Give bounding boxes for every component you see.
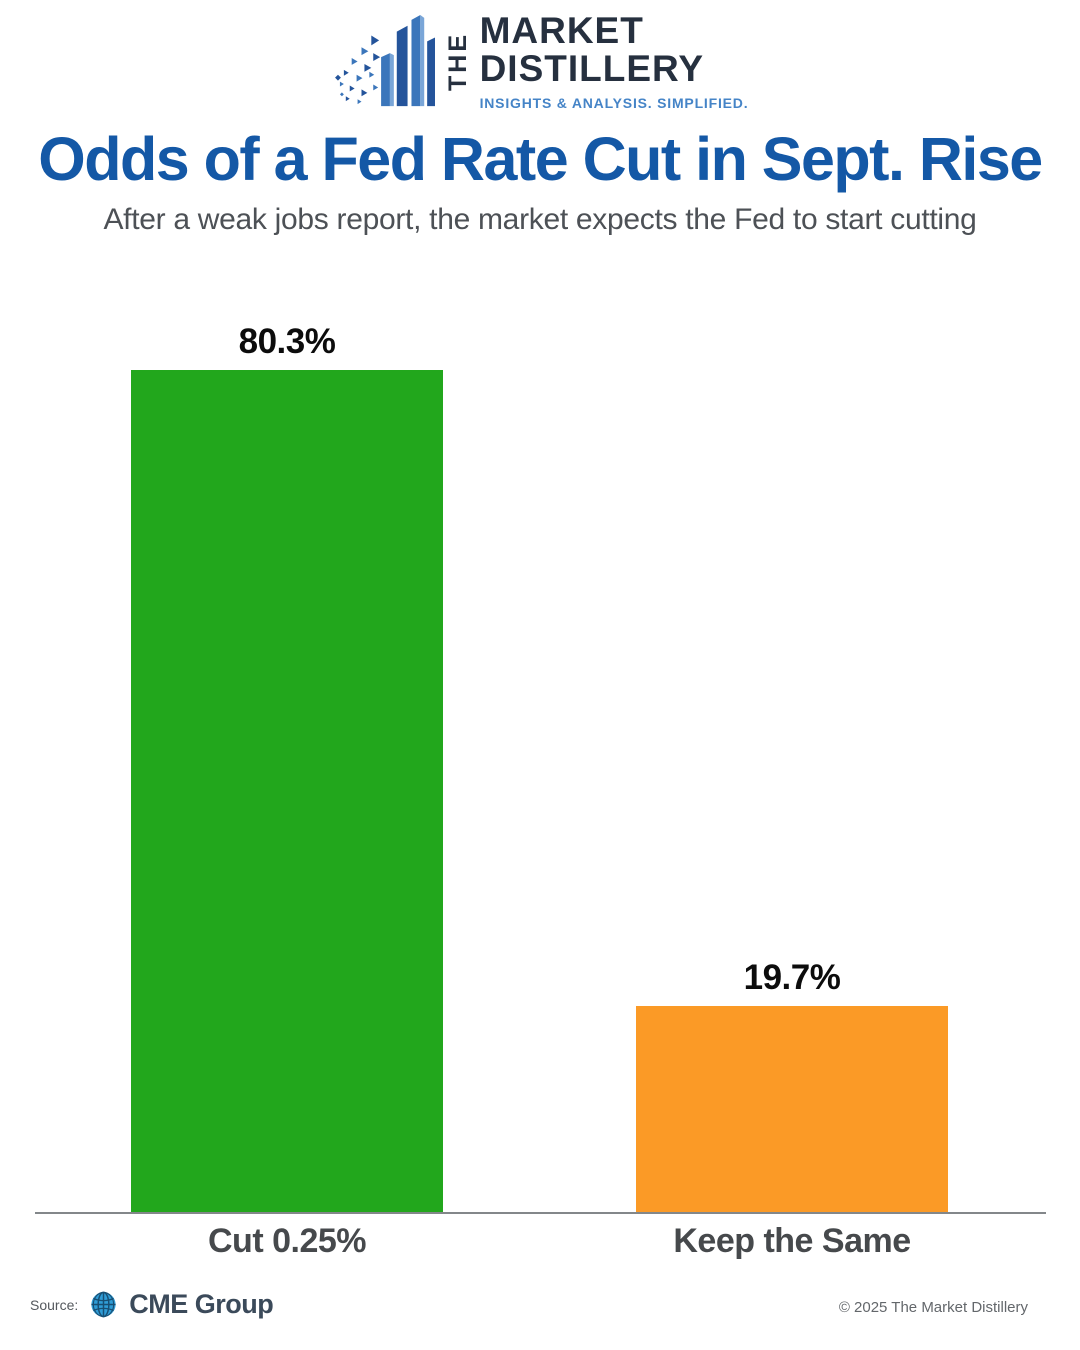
- source-label: Source:: [30, 1296, 79, 1313]
- category-label-cut: Cut 0.25%: [208, 1222, 367, 1260]
- bar-group-same: 19.7%: [636, 958, 948, 1213]
- logo-word-distillery: DISTILLERY: [479, 48, 705, 90]
- page-subtitle: After a weak jobs report, the market exp…: [103, 203, 977, 236]
- cme-globe-icon: [91, 1291, 116, 1318]
- category-label-same: Keep the Same: [673, 1222, 911, 1260]
- bar-value-label: 19.7%: [743, 958, 841, 997]
- source-name: CME Group: [129, 1289, 274, 1319]
- bar-keep-same: [636, 1006, 948, 1213]
- x-axis-line: [35, 1212, 1046, 1214]
- bar-value-label: 80.3%: [238, 322, 336, 361]
- logo-wordmark: MARKET DISTILLERY INSIGHTS & ANALYSIS. S…: [479, 10, 749, 111]
- source-attribution: Source: CME Group: [30, 1289, 274, 1320]
- bar-group-cut: 80.3%: [131, 322, 443, 1213]
- market-distillery-icon: [334, 15, 435, 107]
- copyright-text: © 2025 The Market Distillery: [838, 1299, 1028, 1316]
- brand-logo: THE MARKET DISTILLERY INSIGHTS & ANALYSI…: [0, 10, 1080, 111]
- logo-tagline: INSIGHTS & ANALYSIS. SIMPLIFIED.: [479, 94, 749, 111]
- bar-cut-025: [131, 370, 443, 1213]
- page-title: Odds of a Fed Rate Cut in Sept. Rise: [38, 125, 1043, 193]
- bar-chart: 80.3% 19.7%: [131, 322, 948, 1213]
- logo-word-market: MARKET: [479, 10, 644, 51]
